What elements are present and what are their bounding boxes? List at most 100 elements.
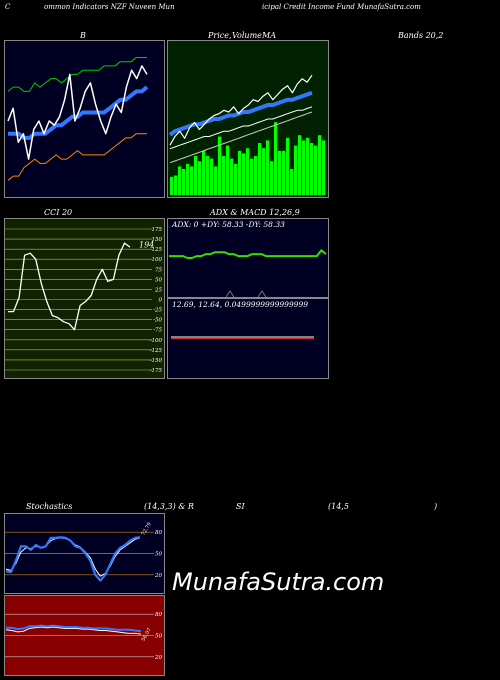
panel-background: [5, 41, 164, 197]
cci-title: CCI 20: [44, 208, 73, 217]
adx-panel: [167, 218, 329, 298]
volume-bar: [194, 156, 198, 195]
macd-values: 12.69, 12.64, 0.0499999999999999: [172, 300, 308, 309]
bollinger-panel: [4, 40, 165, 198]
adx-marker: [225, 290, 235, 297]
volume-bar: [206, 156, 210, 195]
volume-bar: [302, 140, 306, 195]
cci-tick-label: -175: [150, 368, 163, 374]
rsi-params: (14,5: [328, 502, 349, 511]
price-title-volume: Volume: [232, 31, 262, 40]
cci-tick-label: 75: [155, 267, 162, 273]
price-title-price: Price,: [208, 31, 232, 40]
stoch-tick-label: 50: [155, 552, 162, 558]
cci-last-value: 194: [139, 241, 154, 250]
volume-bar: [174, 175, 178, 195]
rsi-title: SI: [236, 502, 245, 511]
macd-panel: [167, 298, 329, 379]
rsi-tick-label: 50: [155, 634, 162, 640]
price-line: [7, 65, 148, 160]
volume-bar: [198, 161, 202, 195]
volume-bar: [190, 166, 194, 195]
volume-bar: [254, 156, 258, 195]
adx-line: [169, 249, 327, 259]
volume-bar: [214, 166, 218, 195]
volume-bar: [298, 135, 302, 195]
cci-tick-label: -150: [150, 358, 163, 364]
stochastics-panel: 80 50 20 72.79: [4, 513, 165, 594]
price-volume-panel: [167, 40, 329, 198]
volume-bar: [234, 163, 238, 195]
stoch-k-line: [5, 536, 141, 582]
bands-title: Bands 20,2: [398, 31, 444, 40]
rsi-line: [6, 624, 142, 633]
cci-tick-label: -100: [150, 338, 163, 344]
cci-tick-label: 0: [159, 298, 163, 304]
volume-bar: [270, 161, 274, 195]
volume-bar: [202, 150, 206, 195]
adx-values: ADX: 0 +DY: 58.33 -DY: 58.33: [172, 220, 285, 229]
lower-band-line: [7, 133, 147, 181]
adx-chart: [168, 219, 328, 297]
volume-bar: [266, 140, 270, 195]
volume-bar: [262, 148, 266, 195]
price-volume-chart: [168, 41, 328, 197]
rsi-tick-label: 80: [155, 612, 162, 618]
volume-bar: [314, 145, 318, 195]
rsi-tick-label: 20: [154, 655, 162, 661]
upper-band-line: [7, 57, 147, 92]
cci-chart: 175 150 125 100 75 50 25 0 -25 -50 -75 -100 -125 -150…: [5, 219, 164, 378]
header-prefix: C: [5, 3, 11, 11]
stoch-title: Stochastics: [26, 502, 73, 511]
rsi-signal-line: [5, 626, 142, 635]
cci-tick-label: 25: [154, 287, 162, 293]
volume-bar: [178, 166, 182, 195]
cci-tick-label: 150: [152, 237, 163, 243]
volume-bar: [218, 136, 222, 195]
cci-tick-label: 125: [152, 247, 163, 253]
volume-bar: [250, 158, 254, 195]
volume-bar: [318, 135, 322, 195]
cci-tick-label: 100: [152, 257, 163, 263]
volume-bar: [222, 156, 226, 195]
volume-bar: [210, 158, 214, 195]
cci-tick-label: 175: [152, 227, 163, 233]
volume-bar: [306, 137, 310, 195]
cci-tick-label: -50: [153, 318, 162, 324]
adx-marker: [257, 290, 267, 297]
ma-long-line: [169, 111, 313, 164]
price-title-ma: MA: [262, 31, 276, 40]
bollinger-title: B: [80, 31, 86, 40]
cci-tick-label: -75: [153, 328, 162, 334]
volume-bar: [282, 150, 286, 195]
macd-chart: [168, 299, 328, 378]
volume-bar: [230, 158, 234, 195]
volume-bar: [246, 148, 250, 195]
stoch-tick-label: 20: [154, 573, 162, 579]
volume-bar: [186, 163, 190, 195]
volume-bar: [286, 137, 290, 195]
adx-title: ADX & MACD 12,26,9: [210, 208, 300, 217]
volume-bar: [278, 150, 282, 195]
volume-bar: [294, 145, 298, 195]
ma-mid-line: [169, 106, 313, 150]
cci-line: [8, 242, 131, 331]
cci-tick-label: -25: [153, 308, 162, 314]
panel-background: [5, 219, 164, 378]
volume-bar: [182, 169, 186, 195]
volume-bar: [290, 169, 294, 195]
ma-short-line: [168, 90, 313, 137]
rsi-panel: 80 50 20 56.07: [4, 595, 165, 676]
header-title-right: icipal Credit Income Fund MunafaSutra.co…: [262, 3, 421, 11]
cci-tick-label: -125: [150, 348, 163, 354]
volume-bar: [242, 153, 246, 195]
price-line: [169, 74, 313, 146]
volume-bar: [274, 122, 278, 195]
volume-bar: [238, 150, 242, 195]
volume-bar: [170, 176, 174, 195]
stoch-tick-label: 80: [155, 530, 162, 536]
cci-panel: 175 150 125 100 75 50 25 0 -25 -50 -75 -100 -125 -150…: [4, 218, 165, 379]
stoch-params: (14,3,3) & R: [144, 502, 194, 511]
header-title-left: ommon Indicators NZF Nuveen Mun: [44, 3, 175, 11]
